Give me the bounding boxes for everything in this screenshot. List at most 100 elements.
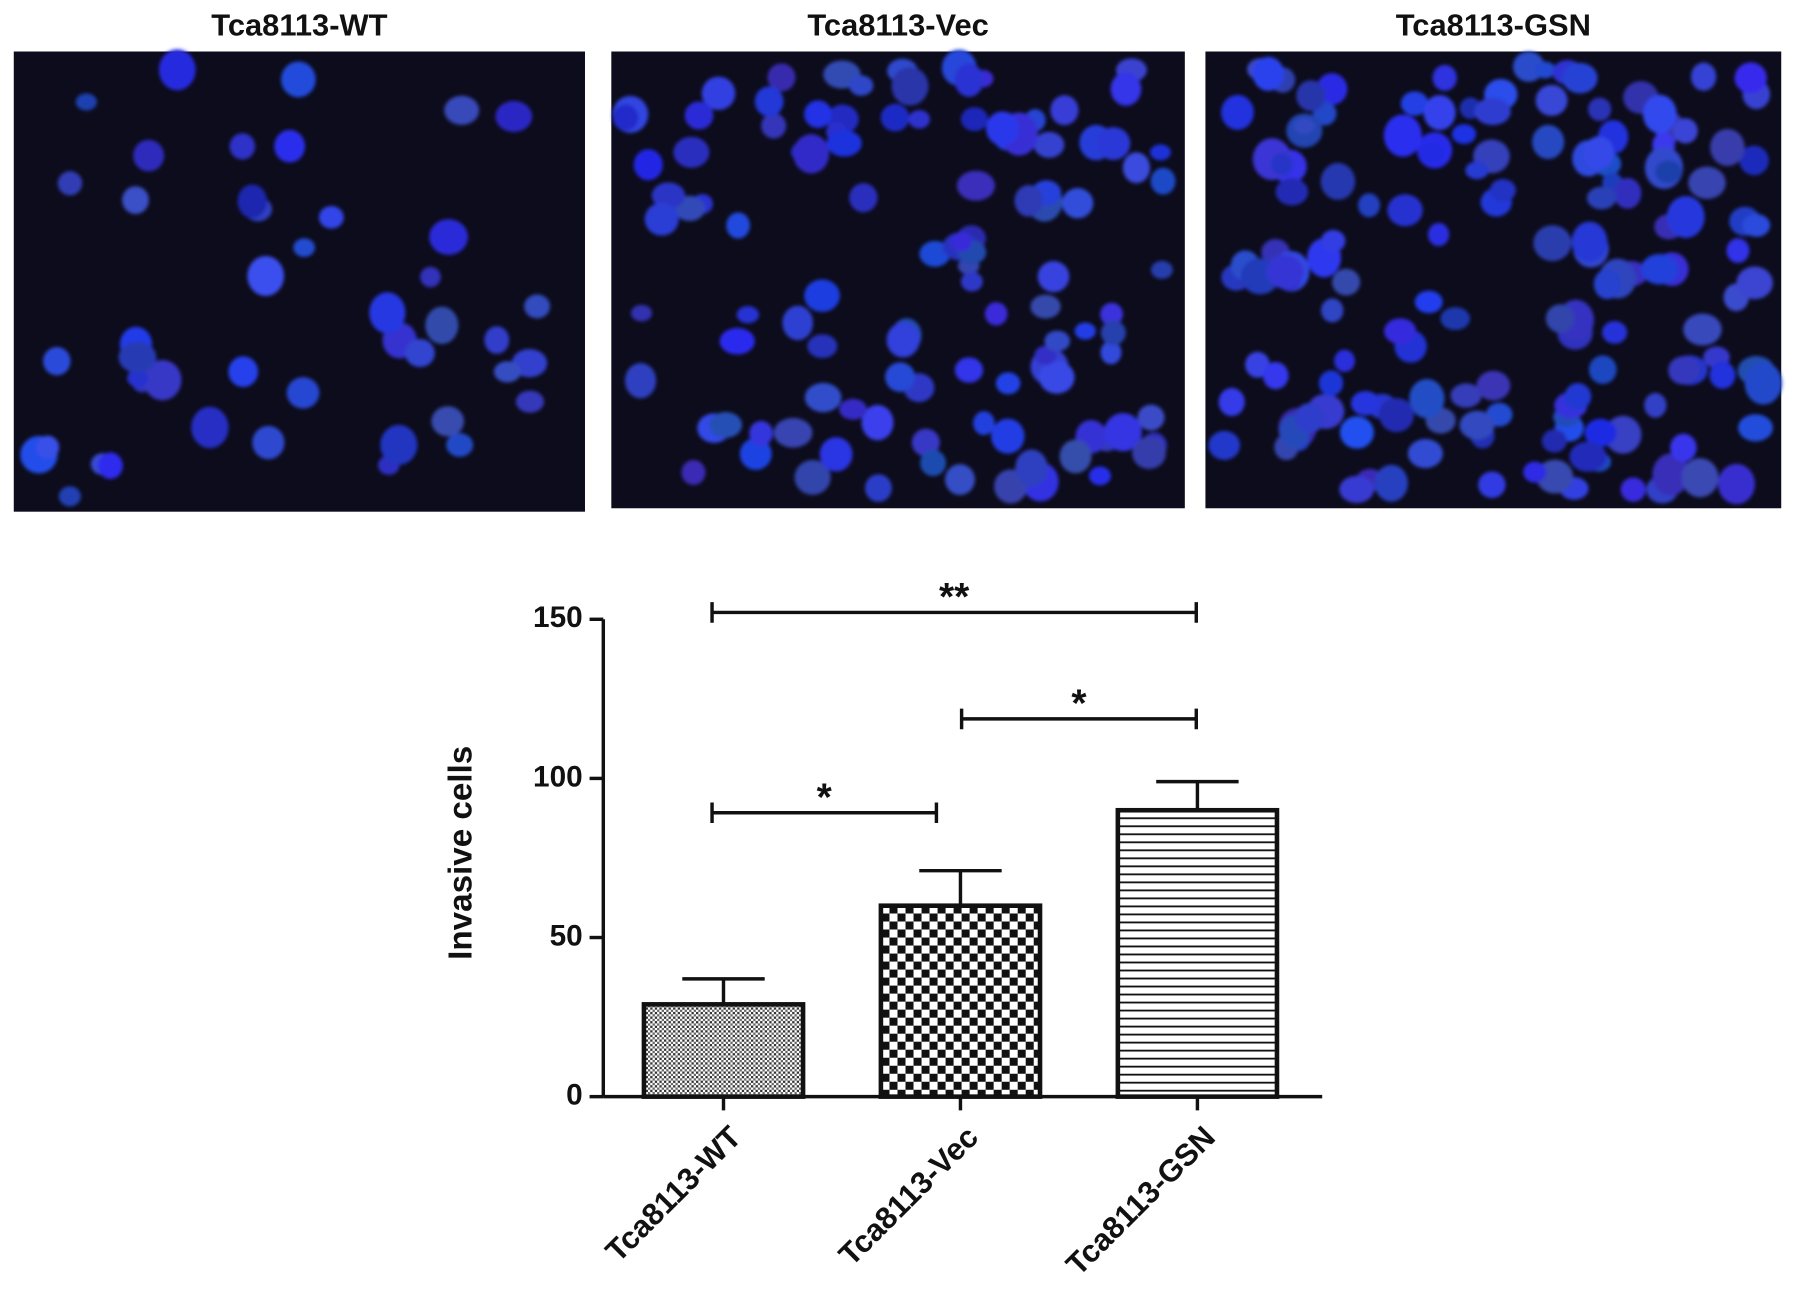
- nucleus: [807, 334, 838, 359]
- bar: [641, 1002, 806, 1099]
- nucleus: [826, 130, 862, 157]
- nucleus: [864, 474, 892, 502]
- nucleus: [1096, 127, 1131, 160]
- nucleus: [1465, 161, 1489, 180]
- nucleus: [1100, 340, 1122, 365]
- nucleus: [1459, 410, 1495, 440]
- nuclei: [612, 49, 1176, 504]
- nucleus: [420, 266, 441, 288]
- nucleus: [954, 63, 984, 97]
- nucleus: [1709, 361, 1736, 389]
- nucleus: [1593, 269, 1621, 300]
- significance-label: *: [1071, 683, 1087, 726]
- nucleus: [1717, 463, 1756, 505]
- nucleus: [849, 75, 874, 96]
- nucleus: [493, 361, 522, 383]
- nucleus: [1710, 128, 1745, 167]
- nucleus: [886, 322, 920, 358]
- nucleus: [237, 184, 268, 219]
- nucleus: [1038, 360, 1075, 394]
- nucleus: [1407, 438, 1443, 469]
- nucleus: [1655, 160, 1682, 184]
- nucleus: [1613, 177, 1642, 209]
- nucleus: [1734, 62, 1767, 94]
- nucleus: [524, 294, 551, 319]
- nucleus: [1384, 318, 1417, 345]
- nucleus: [804, 382, 842, 413]
- significance-bracket: [710, 802, 939, 824]
- nucleus: [1033, 131, 1065, 158]
- panel-title: Tca8113-Vec: [807, 8, 989, 43]
- nucleus: [444, 95, 480, 125]
- nucleus: [1387, 194, 1423, 227]
- nucleus: [1014, 185, 1043, 217]
- nucleus: [1476, 370, 1511, 401]
- nucleus: [739, 437, 772, 470]
- nucleus: [495, 100, 533, 132]
- nucleus: [75, 93, 98, 111]
- nucleus: [960, 271, 983, 292]
- nucleus: [991, 418, 1025, 454]
- nucleus: [736, 306, 760, 324]
- nucleus: [1122, 152, 1151, 184]
- nucleus: [1350, 390, 1381, 416]
- nucleus: [681, 459, 706, 485]
- nucleus: [1374, 464, 1408, 502]
- nucleus: [1652, 453, 1690, 496]
- nucleus: [1266, 254, 1304, 289]
- nucleus: [1150, 167, 1176, 195]
- nucleus: [984, 302, 1008, 326]
- nucleus: [701, 76, 736, 111]
- nucleus: [1450, 383, 1482, 408]
- nucleus: [1339, 475, 1374, 504]
- nucleus: [1562, 62, 1598, 94]
- bar: [878, 903, 1043, 1099]
- nucleus: [954, 357, 984, 383]
- nucleus: [1074, 322, 1096, 340]
- nucleus: [911, 428, 940, 457]
- nucleus: [1414, 290, 1443, 314]
- nucleus: [1535, 84, 1568, 116]
- y-tick-label: 0: [566, 1079, 583, 1112]
- significance-label: **: [939, 576, 970, 619]
- nucleus: [1262, 361, 1289, 390]
- nucleus: [1218, 387, 1245, 417]
- nucleus: [920, 449, 947, 477]
- nucleus: [684, 101, 714, 130]
- nucleus: [1379, 397, 1414, 433]
- nucleus: [1736, 266, 1773, 300]
- nucleus: [793, 134, 830, 174]
- nucleus: [1037, 261, 1070, 293]
- nucleus: [726, 212, 751, 239]
- nucleus: [1030, 294, 1061, 319]
- nucleus: [1640, 254, 1679, 285]
- y-tick-label: 50: [550, 919, 583, 952]
- nucleus: [1321, 298, 1344, 323]
- nucleus: [630, 304, 653, 322]
- nucleus: [1440, 307, 1471, 331]
- nucleus: [1681, 458, 1719, 498]
- nucleus: [973, 411, 995, 436]
- nucleus: [515, 390, 545, 413]
- nucleus: [1100, 320, 1126, 346]
- nucleus: [484, 326, 510, 354]
- nucleus: [1533, 225, 1572, 262]
- nucleus: [1383, 114, 1422, 157]
- nucleus: [1400, 91, 1429, 116]
- nucleus: [944, 464, 975, 496]
- nucleus: [1690, 62, 1717, 91]
- nucleus: [1318, 370, 1344, 396]
- nucleus: [767, 63, 796, 92]
- nucleus: [891, 67, 929, 106]
- nucleus: [995, 372, 1021, 395]
- nucleus: [1339, 416, 1374, 449]
- nucleus: [1738, 414, 1773, 442]
- nucleus: [773, 417, 813, 448]
- nucleus: [719, 327, 755, 355]
- nucleus: [1545, 304, 1575, 333]
- nucleus: [1602, 321, 1628, 344]
- micrograph: [13, 51, 585, 512]
- nucleus: [950, 231, 972, 252]
- panel-title: Tca8113-GSN: [1396, 8, 1591, 43]
- nucleus: [612, 104, 639, 131]
